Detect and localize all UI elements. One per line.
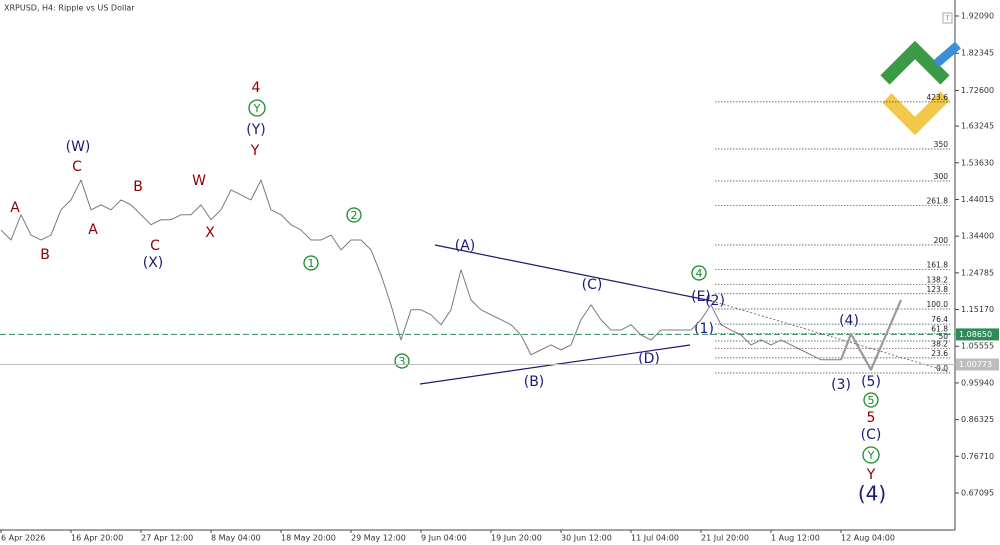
wave-label: (5) [861,374,881,390]
fib-label: 161.8 [927,260,949,269]
fib-label: 23.6 [931,349,948,358]
fib-label: 138.2 [927,276,949,285]
fib-label: 423.6 [927,93,949,102]
x-tick-label: 12 Aug 04:00 [841,534,895,543]
wave-label: (C) [582,277,603,293]
wave-label: Y [867,449,875,462]
wave-label: (4) [839,313,859,329]
y-tick-label: 0.76710 [961,452,994,461]
y-tick-label: 0.86325 [961,415,994,424]
fib-label: 300 [934,172,949,181]
x-tick-label: 19 Jun 20:00 [491,534,542,543]
x-tick-label: 16 Apr 20:00 [71,534,123,543]
price-box [956,328,999,341]
x-tick-label: 18 May 20:00 [281,534,336,543]
forecast-line [839,299,903,371]
wave-label: B [133,179,143,195]
x-tick-label: 21 Jul 20:00 [701,534,749,543]
x-tick-label: 30 Jun 12:00 [561,534,612,543]
x-tick-label: 11 Jul 04:00 [631,534,679,543]
logo [880,40,961,136]
wave-circle [691,265,707,281]
chart-title: XRPUSD, H4: Ripple vs US Dollar [4,4,135,13]
wave-label: 5 [868,394,875,407]
wave-label: B [40,247,50,263]
wave-label: 5 [867,410,876,426]
y-tick-label: 0.67095 [961,489,994,498]
price-box [956,358,999,371]
toolbar-icon[interactable]: T [944,15,950,23]
fib-label: 61.8 [931,324,948,333]
wave-label: (4) [858,482,886,506]
y-tick-label: 1.53630 [961,158,994,167]
wave-label: C [72,159,82,175]
fib-label: 0.0 [936,364,948,373]
wave-label: Y [866,467,876,483]
y-tick-label: 1.05555 [961,342,994,351]
x-tick-label: 27 Apr 12:00 [141,534,193,543]
price-line-series [0,179,841,361]
wave-label: (D) [638,351,660,367]
wave-label: 1 [308,257,315,270]
fib-label: 76.4 [931,315,948,324]
wave-circle [303,255,319,271]
wave-label: (1) [694,321,714,337]
wave-circle [862,446,880,464]
wave-label: 4 [696,267,703,280]
x-tick-label: 29 May 12:00 [351,534,406,543]
wave-label: (C) [861,427,882,443]
y-tick-label: 1.15170 [961,305,994,314]
wave-label: 2 [351,209,358,222]
wave-label: (2) [705,293,725,309]
wave-label: (E) [691,289,711,305]
wave-label: (A) [455,238,476,254]
price-box-label: 1.00773 [959,360,992,369]
y-tick-label: 1.82345 [961,49,994,58]
x-tick-label: 6 Apr 2026 [1,534,45,543]
wave-circle [346,207,362,223]
wave-label: X [205,225,215,241]
wave-circle [248,99,266,117]
x-tick-label: 1 Aug 12:00 [771,534,820,543]
wave-label: Y [253,102,261,115]
fib-label: 200 [934,236,949,245]
y-tick-label: 1.72600 [961,86,994,95]
wave-label: Y [250,143,260,159]
fib-label: 261.8 [927,196,949,205]
x-tick-label: 9 Jun 04:00 [421,534,467,543]
wave-label: A [88,222,98,238]
wave-circle [863,392,879,408]
wave-label: (X) [143,255,164,271]
wave-labels: 4 Y (Y) Y (W) C B W A A B C X (X) 2 1 3 … [10,80,886,506]
trendline-upper [434,244,713,302]
wave-label: W [192,173,206,189]
fib-label: 50 [938,332,948,341]
fib-label: 350 [934,140,949,149]
x-tick-label: 8 May 04:00 [211,534,261,543]
fib-label: 100.0 [927,300,949,309]
wave-label: (Y) [246,122,265,138]
wave-label: 4 [252,80,261,96]
fib-label: 38.2 [931,340,948,349]
y-tick-label: 1.92090 [961,12,994,21]
wave-label: (3) [831,377,851,393]
fib-label: 123.8 [927,285,949,294]
y-tick-label: 1.63245 [961,122,994,131]
wave-label: (B) [524,374,545,390]
wave-label: (W) [66,139,91,155]
trendline-extension [711,300,951,373]
wave-label: A [10,200,20,216]
y-tick-label: 1.34400 [961,232,994,241]
y-tick-label: 1.24785 [961,268,994,277]
wave-label: C [150,238,160,254]
price-box-label: 1.08650 [959,330,992,339]
wave-circle [394,353,410,369]
y-tick-label: 1.44015 [961,195,994,204]
toolbar-box[interactable] [942,12,953,24]
wave-label: 3 [399,355,406,368]
y-tick-label: 0.95940 [961,378,994,387]
